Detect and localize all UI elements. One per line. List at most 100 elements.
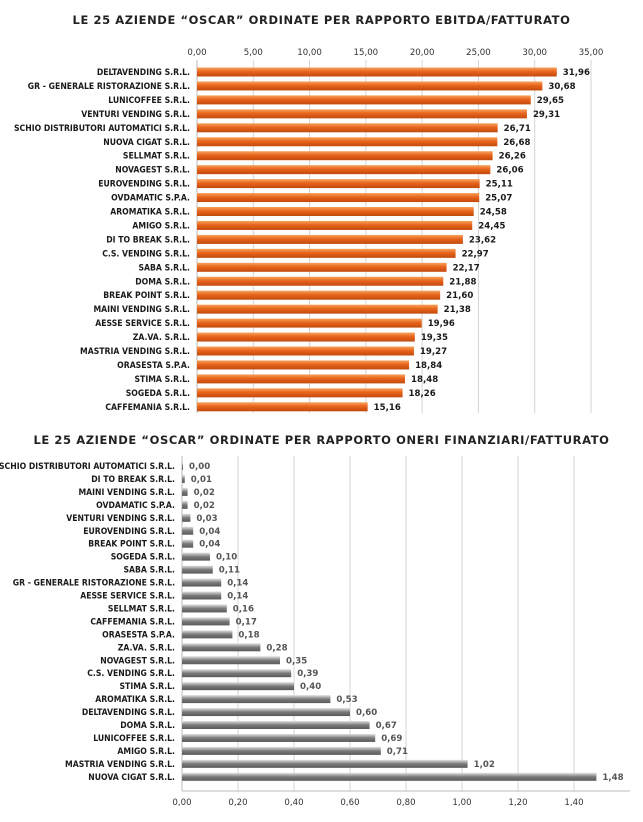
category-label: C.S. VENDING S.R.L.	[102, 249, 190, 259]
data-label: 0,35	[286, 656, 307, 666]
data-label: 18,84	[415, 361, 442, 371]
bar	[197, 220, 473, 230]
category-label: SABA S.R.L.	[123, 566, 175, 576]
category-label: SOGEDA S.R.L.	[126, 389, 190, 399]
x-tick-label: 25,00	[466, 48, 491, 58]
data-label: 26,71	[504, 124, 531, 134]
bar	[182, 746, 381, 755]
data-label: 0,18	[238, 630, 259, 640]
data-label: 21,60	[446, 291, 473, 301]
category-label: EUROVENDING S.R.L.	[98, 180, 190, 190]
data-label: 25,11	[486, 180, 513, 190]
bar	[182, 682, 294, 691]
bar	[182, 695, 331, 704]
bar	[197, 165, 491, 175]
category-label: CAFFEMANIA S.R.L.	[90, 617, 175, 627]
data-label: 0,60	[356, 708, 377, 718]
data-label: 21,38	[444, 305, 471, 315]
data-label: 0,69	[381, 734, 402, 744]
data-label: 0,28	[266, 643, 287, 653]
category-label: ZA.VA. S.R.L.	[118, 643, 175, 653]
category-label: AESSE SERVICE S.R.L.	[80, 592, 175, 602]
bar	[182, 565, 213, 574]
bar	[197, 81, 543, 91]
x-tick-label: 5,00	[244, 48, 263, 58]
category-label: LUNICOFFEE S.R.L.	[93, 734, 175, 744]
category-label: AMIGO S.R.L.	[132, 221, 190, 231]
category-label: ZA.VA. S.R.L.	[133, 333, 190, 343]
data-label: 0,53	[336, 695, 357, 705]
bar	[182, 669, 292, 678]
data-label: 0,67	[376, 721, 397, 731]
data-label: 0,02	[194, 488, 215, 498]
data-label: 26,26	[499, 152, 526, 162]
data-label: 0,01	[191, 475, 212, 485]
category-label: ORASESTA S.P.A.	[117, 361, 190, 371]
data-label: 1,48	[602, 773, 623, 783]
bar	[197, 234, 463, 244]
data-label: 0,04	[199, 540, 220, 550]
data-label: 19,27	[420, 347, 447, 357]
category-label: MASTRIA VENDING S.R.L.	[65, 760, 175, 770]
category-label: BREAK POINT S.R.L.	[88, 540, 175, 550]
bar	[197, 332, 415, 342]
bar	[182, 759, 468, 768]
chart-title-ebitda: LE 25 AZIENDE “OSCAR” ORDINATE PER RAPPO…	[72, 13, 571, 27]
bar	[197, 67, 557, 77]
category-label: NOVAGEST S.R.L.	[100, 656, 175, 666]
data-label: 0,14	[227, 592, 248, 602]
x-tick-label: 0,00	[187, 48, 206, 58]
bar	[182, 643, 261, 652]
bar	[197, 248, 456, 258]
bar	[182, 539, 194, 548]
bar	[197, 360, 410, 370]
bar	[197, 304, 438, 314]
category-label: NUOVA CIGAT S.R.L.	[88, 773, 175, 783]
bar	[182, 708, 350, 717]
category-label: SELLMAT S.R.L.	[108, 604, 175, 614]
category-label: CAFFEMANIA S.R.L.	[105, 403, 190, 413]
data-label: 0,40	[300, 682, 321, 692]
category-label: C.S. VENDING S.R.L.	[87, 669, 175, 679]
bar	[197, 109, 527, 119]
category-label: LUNICOFFEE S.R.L.	[108, 96, 190, 106]
category-label: SCHIO DISTRIBUTORI AUTOMATICI S.R.L.	[14, 124, 190, 134]
bar	[182, 604, 227, 613]
category-label: OVDAMATIC S.P.A.	[111, 194, 190, 204]
bar	[197, 179, 480, 189]
bar	[197, 402, 368, 412]
category-label: ORASESTA S.P.A.	[102, 630, 175, 640]
category-label: DI TO BREAK S.R.L.	[106, 235, 190, 245]
data-label: 31,96	[563, 68, 590, 78]
data-label: 24,58	[480, 208, 507, 218]
data-label: 21,88	[449, 277, 476, 287]
category-label: SCHIO DISTRIBUTORI AUTOMATICI S.R.L.	[0, 462, 175, 472]
data-label: 0,04	[199, 527, 220, 537]
chart-title-oneri: LE 25 AZIENDE “OSCAR” ORDINATE PER RAPPO…	[33, 433, 610, 447]
x-tick-label: 1,40	[564, 798, 583, 808]
x-tick-label: 15,00	[354, 48, 379, 58]
data-label: 18,48	[411, 375, 438, 385]
data-label: 0,71	[387, 747, 408, 757]
x-tick-label: 1,20	[508, 798, 527, 808]
bar	[182, 526, 194, 535]
data-label: 0,10	[216, 553, 237, 563]
bar	[182, 721, 370, 729]
data-label: 24,45	[478, 221, 505, 231]
data-label: 26,68	[503, 138, 530, 148]
x-tick-label: 0,00	[172, 798, 191, 808]
data-label: 19,35	[421, 333, 448, 343]
category-label: MAINI VENDING S.R.L.	[93, 305, 190, 315]
category-label: SELLMAT S.R.L.	[123, 152, 190, 162]
bar	[182, 500, 188, 509]
x-tick-label: 0,40	[284, 798, 303, 808]
category-label: DELTAVENDING S.R.L.	[97, 68, 190, 78]
category-label: DELTAVENDING S.R.L.	[82, 708, 175, 718]
x-tick-label: 10,00	[297, 48, 322, 58]
data-label: 0,14	[227, 579, 248, 589]
x-tick-label: 35,00	[579, 48, 604, 58]
data-label: 0,02	[194, 501, 215, 511]
category-label: NUOVA CIGAT S.R.L.	[103, 138, 190, 148]
x-tick-label: 30,00	[522, 48, 547, 58]
